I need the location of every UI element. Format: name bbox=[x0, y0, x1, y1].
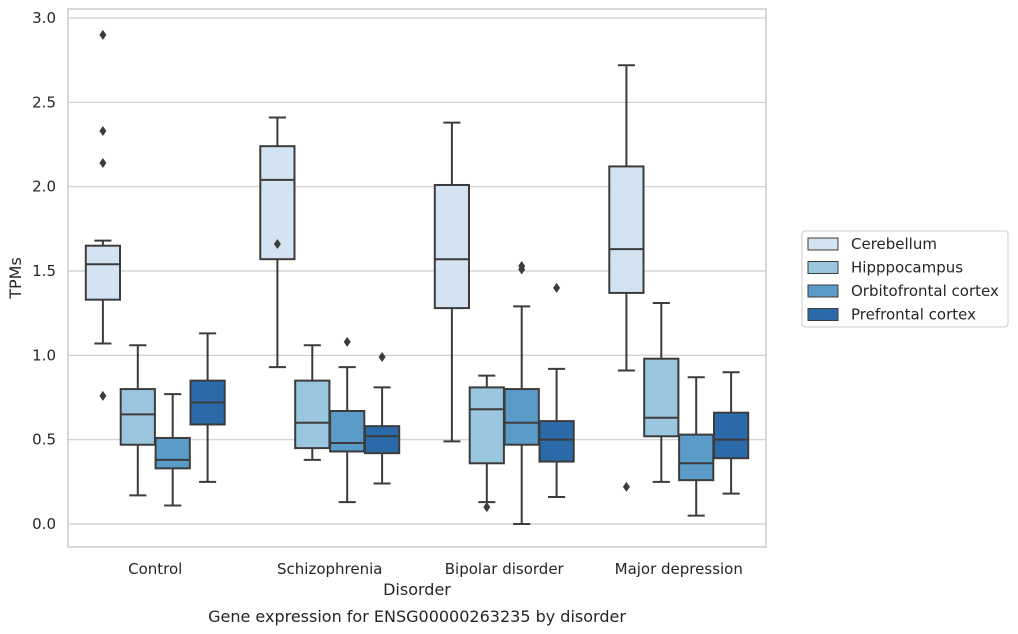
box-series bbox=[84, 29, 750, 525]
legend-swatch bbox=[807, 261, 839, 274]
outlier-point bbox=[343, 336, 351, 347]
outlier-point bbox=[99, 126, 107, 137]
y-tick-label: 1.0 bbox=[32, 346, 56, 364]
box bbox=[538, 420, 575, 463]
legend-label: Cerebellum bbox=[851, 235, 937, 253]
series-cerebellum bbox=[84, 29, 645, 492]
box bbox=[433, 183, 471, 310]
outlier-point bbox=[378, 352, 386, 363]
outlier-point bbox=[518, 260, 526, 271]
legend-swatch bbox=[807, 237, 839, 251]
box bbox=[119, 388, 156, 446]
legend-swatch bbox=[807, 308, 839, 321]
box bbox=[643, 357, 680, 438]
legend-label: Orbitofrontal cortex bbox=[851, 282, 999, 300]
box bbox=[294, 379, 331, 450]
y-tick-label: 2.5 bbox=[32, 93, 56, 111]
outlier-point bbox=[553, 282, 561, 293]
y-axis-label: TPMs bbox=[6, 257, 25, 300]
box-group bbox=[363, 352, 401, 485]
box bbox=[503, 388, 540, 446]
y-tick-label: 1.5 bbox=[32, 262, 56, 280]
series-hipppocampus bbox=[119, 302, 680, 513]
series-orbitofrontal-cortex bbox=[154, 260, 715, 525]
legend-items: Cerebellum Hipppocampus Orbitofrontal cort… bbox=[807, 235, 999, 324]
legend: Cerebellum Hipppocampus Orbitofrontal cort… bbox=[801, 230, 1009, 328]
x-tick-label: Bipolar disorder bbox=[445, 560, 565, 578]
box-group bbox=[294, 344, 331, 461]
box-group bbox=[189, 332, 226, 483]
box-group bbox=[608, 64, 645, 492]
y-tick-label: 0.0 bbox=[32, 515, 56, 533]
box bbox=[363, 425, 401, 455]
y-tick-label: 2.0 bbox=[32, 178, 56, 196]
box-group bbox=[84, 29, 122, 401]
outlier-point bbox=[622, 481, 630, 492]
x-tick-label: Control bbox=[128, 560, 182, 578]
box-group bbox=[468, 374, 505, 513]
box-group bbox=[154, 393, 191, 507]
outlier-point bbox=[99, 29, 107, 40]
legend-swatch bbox=[807, 284, 839, 298]
y-tick-label: 0.5 bbox=[32, 431, 56, 449]
series-prefrontal-cortex bbox=[189, 282, 750, 499]
outlier-point bbox=[273, 239, 281, 250]
box bbox=[468, 386, 505, 465]
y-tick-labels: 0.0 0.5 1.0 1.5 2.0 2.5 3.0 bbox=[32, 9, 56, 533]
box bbox=[712, 411, 750, 460]
box-group bbox=[503, 260, 540, 525]
box-group bbox=[259, 116, 296, 369]
x-axis-label: Disorder bbox=[383, 580, 451, 599]
chart-title: Gene expression for ENSG00000263235 by d… bbox=[208, 607, 626, 626]
box bbox=[329, 409, 366, 453]
legend-label: Hipppocampus bbox=[851, 259, 963, 277]
x-tick-label: Major depression bbox=[615, 560, 743, 578]
box-group bbox=[538, 282, 575, 499]
box-group bbox=[119, 344, 156, 497]
legend-label: Prefrontal cortex bbox=[851, 306, 976, 324]
box bbox=[608, 165, 645, 294]
box-group bbox=[433, 121, 471, 443]
plot-frame bbox=[67, 8, 767, 548]
outlier-point bbox=[99, 158, 107, 169]
outlier-point bbox=[483, 502, 491, 513]
box-group bbox=[329, 336, 366, 504]
y-tick-label: 3.0 bbox=[32, 9, 56, 27]
x-tick-labels: Control Schizophrenia Bipolar disorder Majo… bbox=[128, 560, 743, 578]
legend-frame bbox=[801, 230, 1009, 328]
box-group bbox=[643, 302, 680, 483]
box-group bbox=[712, 371, 750, 495]
box-group bbox=[678, 376, 715, 517]
x-tick-label: Schizophrenia bbox=[277, 560, 382, 578]
box bbox=[84, 244, 122, 301]
box bbox=[678, 433, 715, 482]
box bbox=[154, 436, 191, 470]
outlier-point bbox=[99, 390, 107, 401]
